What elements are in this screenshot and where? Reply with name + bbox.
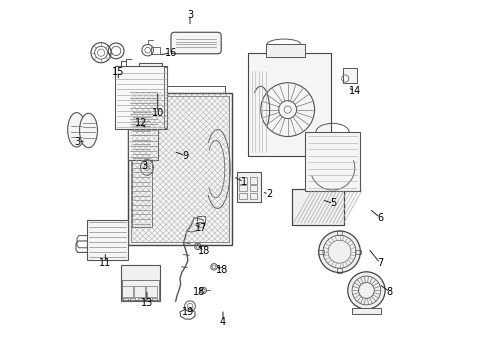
Bar [336, 231, 342, 235]
Bar [249, 193, 257, 199]
Ellipse shape [67, 113, 85, 147]
Bar [128, 93, 231, 245]
Text: 8: 8 [386, 287, 392, 297]
Bar [128, 85, 158, 160]
Bar [150, 73, 158, 87]
Text: 9: 9 [182, 150, 188, 161]
Bar [131, 96, 228, 242]
Bar [130, 298, 135, 301]
Bar [249, 185, 257, 192]
Text: 2: 2 [265, 189, 271, 199]
Bar [123, 298, 128, 301]
Bar [304, 132, 360, 192]
Text: 3: 3 [142, 161, 147, 171]
Text: 16: 16 [164, 48, 177, 58]
Bar [239, 193, 247, 199]
Text: 4: 4 [220, 317, 225, 327]
Bar [132, 104, 152, 227]
Text: 10: 10 [151, 108, 163, 118]
Text: 12: 12 [135, 118, 147, 128]
Bar [199, 222, 203, 226]
Bar [139, 63, 162, 90]
Bar [122, 280, 159, 300]
Bar [239, 185, 247, 192]
Text: 7: 7 [376, 258, 383, 268]
Bar [134, 286, 144, 297]
Bar [317, 249, 323, 254]
Text: 17: 17 [195, 224, 207, 233]
Bar [152, 298, 157, 301]
FancyBboxPatch shape [171, 32, 221, 54]
Circle shape [347, 272, 384, 309]
Text: 3: 3 [186, 10, 193, 20]
Bar [336, 268, 342, 273]
Bar [163, 67, 167, 128]
Bar [122, 286, 132, 297]
Ellipse shape [80, 113, 97, 148]
Text: 6: 6 [376, 213, 382, 222]
Bar [265, 44, 305, 57]
Bar [247, 53, 330, 156]
Bar [351, 308, 380, 314]
Text: 3: 3 [75, 138, 81, 147]
Text: 18: 18 [216, 265, 228, 275]
Text: 18: 18 [198, 246, 210, 256]
Bar [146, 286, 157, 297]
Bar [355, 249, 360, 254]
Bar [144, 298, 149, 301]
Bar [115, 66, 167, 129]
Bar [249, 177, 257, 184]
Bar [137, 298, 142, 301]
Bar [141, 73, 149, 87]
Bar [197, 216, 204, 222]
Circle shape [318, 231, 360, 273]
Text: 11: 11 [99, 258, 111, 268]
Text: 5: 5 [329, 198, 336, 208]
Bar [86, 220, 128, 260]
Bar [236, 172, 261, 202]
Bar [150, 46, 159, 54]
Text: 1: 1 [240, 177, 246, 187]
Text: 18: 18 [192, 287, 204, 297]
Text: 13: 13 [141, 298, 153, 308]
Bar [239, 177, 247, 184]
Text: 15: 15 [112, 67, 124, 77]
Bar [121, 265, 160, 301]
Bar [291, 189, 343, 225]
Bar [343, 68, 357, 83]
Text: 14: 14 [348, 86, 360, 96]
Text: 19: 19 [182, 307, 194, 317]
Bar [291, 189, 343, 225]
